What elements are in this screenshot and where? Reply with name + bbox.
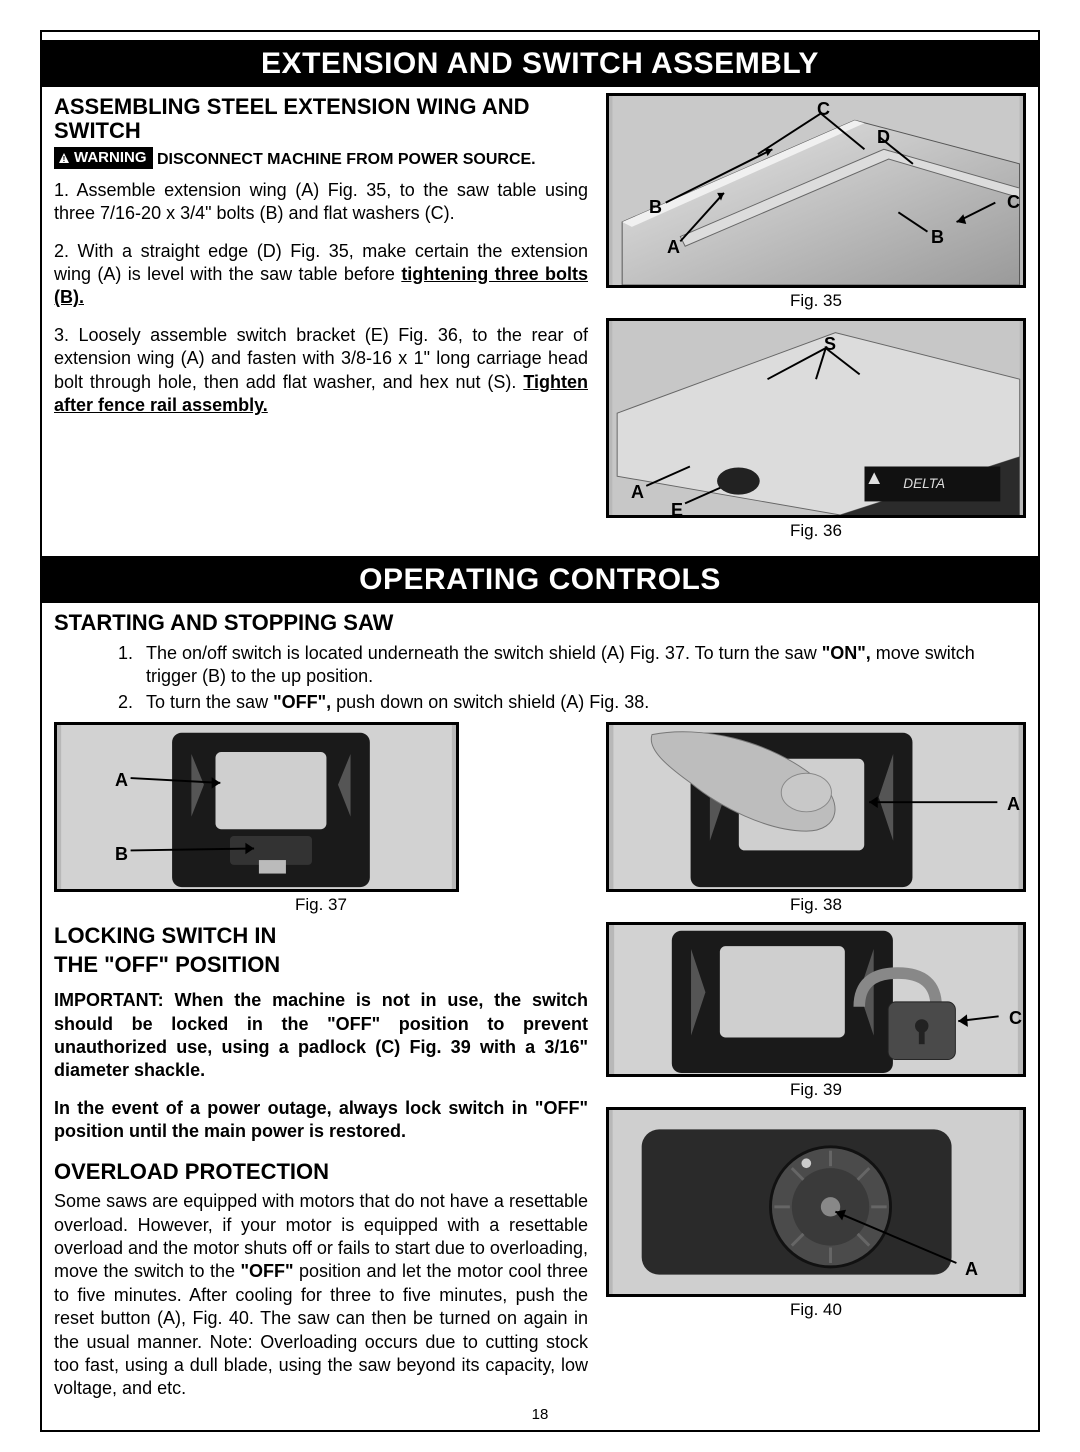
fig35-label-c2: C bbox=[1007, 191, 1020, 214]
step-3: 3. Loosely assemble switch bracket (E) F… bbox=[54, 324, 588, 418]
fig37-col: A B Fig. 37 bbox=[54, 722, 588, 922]
locking-text-col: LOCKING SWITCH IN THE "OFF" POSITION IMP… bbox=[54, 922, 588, 1401]
overload-b: position and let the motor cool three to… bbox=[54, 1261, 588, 1398]
locking-important: IMPORTANT: When the machine is not in us… bbox=[54, 989, 588, 1083]
fig36-caption: Fig. 36 bbox=[606, 520, 1026, 542]
locking-figs-col: C Fig. 39 bbox=[606, 922, 1026, 1327]
fig39-art bbox=[609, 925, 1023, 1074]
fig35-label-a: A bbox=[667, 236, 680, 259]
s2-off: "OFF", bbox=[273, 692, 331, 712]
fig36-label-s: S bbox=[824, 333, 836, 356]
warning-line: ! WARNING DISCONNECT MACHINE FROM POWER … bbox=[54, 147, 588, 171]
fig37-caption: Fig. 37 bbox=[54, 894, 588, 916]
heading-locking-2: THE "OFF" POSITION bbox=[54, 951, 588, 980]
heading-starting: STARTING AND STOPPING SAW bbox=[54, 609, 1026, 638]
fig37-label-a: A bbox=[115, 769, 128, 792]
heading-overload: OVERLOAD PROTECTION bbox=[54, 1158, 588, 1187]
figs-37-38-row: A B Fig. 37 bbox=[42, 722, 1038, 922]
banner-extension: EXTENSION AND SWITCH ASSEMBLY bbox=[42, 40, 1038, 87]
svg-text:DELTA: DELTA bbox=[903, 476, 945, 491]
fig38-label-a: A bbox=[1007, 793, 1020, 816]
figure-40: A bbox=[606, 1107, 1026, 1297]
overload-text: Some saws are equipped with motors that … bbox=[54, 1190, 588, 1401]
warning-text: WARNING bbox=[74, 148, 147, 168]
s1-pre: The on/off switch is located underneath … bbox=[146, 643, 822, 663]
fig36-label-e: E bbox=[671, 499, 683, 518]
figure-39: C bbox=[606, 922, 1026, 1077]
s2-pre: To turn the saw bbox=[146, 692, 273, 712]
overload-off: "OFF" bbox=[240, 1261, 293, 1281]
fig40-art bbox=[609, 1110, 1023, 1294]
starting-item-1-text: The on/off switch is located underneath … bbox=[146, 642, 1026, 689]
figure-37: A B bbox=[54, 722, 459, 892]
starting-item-1: 1. The on/off switch is located undernea… bbox=[118, 642, 1026, 689]
fig38-caption: Fig. 38 bbox=[606, 894, 1026, 916]
figure-35: A B B C C D bbox=[606, 93, 1026, 288]
svg-text:!: ! bbox=[63, 155, 66, 164]
s1-on: "ON", bbox=[822, 643, 871, 663]
extension-text-col: ASSEMBLING STEEL EXTENSION WING AND SWIT… bbox=[54, 93, 588, 431]
fig36-art: DELTA bbox=[609, 321, 1023, 515]
starting-item-2-text: To turn the saw "OFF", push down on swit… bbox=[146, 691, 649, 714]
locking-row: LOCKING SWITCH IN THE "OFF" POSITION IMP… bbox=[42, 922, 1038, 1401]
fig40-caption: Fig. 40 bbox=[606, 1299, 1026, 1321]
num-2: 2. bbox=[118, 691, 138, 714]
step-3-pre: 3. Loosely assemble switch bracket (E) F… bbox=[54, 325, 588, 392]
figure-36: DELTA S A E bbox=[606, 318, 1026, 518]
starting-item-2: 2. To turn the saw "OFF", push down on s… bbox=[118, 691, 1026, 714]
step-1: 1. Assemble extension wing (A) Fig. 35, … bbox=[54, 179, 588, 226]
extension-section: ASSEMBLING STEEL EXTENSION WING AND SWIT… bbox=[42, 93, 1038, 548]
heading-locking-1: LOCKING SWITCH IN bbox=[54, 922, 588, 951]
fig40-label-a: A bbox=[965, 1258, 978, 1281]
page-number: 18 bbox=[42, 1405, 1038, 1425]
starting-heading-wrap: STARTING AND STOPPING SAW bbox=[42, 609, 1038, 638]
locking-outage: In the event of a power outage, always l… bbox=[54, 1097, 588, 1144]
fig38-art bbox=[609, 725, 1023, 889]
num-1: 1. bbox=[118, 642, 138, 689]
fig35-label-b2: B bbox=[931, 226, 944, 249]
warning-badge: ! WARNING bbox=[54, 147, 153, 169]
fig38-col: A Fig. 38 bbox=[606, 722, 1026, 922]
fig35-label-d: D bbox=[877, 126, 890, 149]
fig35-caption: Fig. 35 bbox=[606, 290, 1026, 312]
page-border: EXTENSION AND SWITCH ASSEMBLY ASSEMBLING… bbox=[40, 30, 1040, 1432]
figure-38: A bbox=[606, 722, 1026, 892]
step-2: 2. With a straight edge (D) Fig. 35, mak… bbox=[54, 240, 588, 310]
extension-figures-col: A B B C C D Fig. 35 DELTA bbox=[606, 93, 1026, 548]
fig39-caption: Fig. 39 bbox=[606, 1079, 1026, 1101]
heading-assembling: ASSEMBLING STEEL EXTENSION WING AND SWIT… bbox=[54, 95, 588, 143]
fig37-label-b: B bbox=[115, 843, 128, 866]
warning-triangle-icon: ! bbox=[58, 152, 70, 164]
page-content: EXTENSION AND SWITCH ASSEMBLY ASSEMBLING… bbox=[42, 40, 1038, 1424]
fig35-label-c: C bbox=[817, 98, 830, 121]
fig35-label-b: B bbox=[649, 196, 662, 219]
warning-disconnect: DISCONNECT MACHINE FROM POWER SOURCE. bbox=[157, 151, 536, 168]
fig36-label-a: A bbox=[631, 481, 644, 504]
s2-post: push down on switch shield (A) Fig. 38. bbox=[331, 692, 649, 712]
banner-operating: OPERATING CONTROLS bbox=[42, 556, 1038, 603]
starting-list: 1. The on/off switch is located undernea… bbox=[42, 642, 1038, 714]
fig39-label-c: C bbox=[1009, 1007, 1022, 1030]
